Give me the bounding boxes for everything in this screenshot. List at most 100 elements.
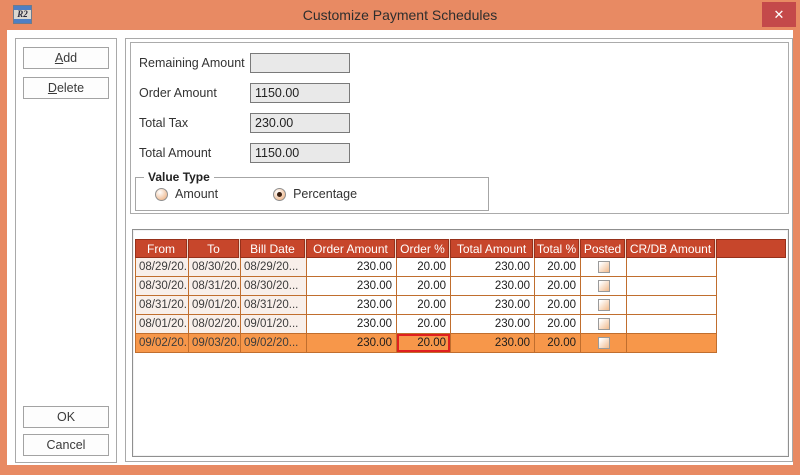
cell-order-pct[interactable]: 20.00 <box>397 258 451 277</box>
cell-to[interactable]: 09/01/20... <box>189 296 241 315</box>
cell-to[interactable]: 08/31/20... <box>189 277 241 296</box>
payment-schedule-grid: From To Bill Date Order Amount Order % Total … <box>135 239 786 353</box>
icon-text: R2 <box>17 9 28 19</box>
add-button[interactable]: Add <box>23 47 109 69</box>
value-type-group: Value Type Amount Percentage <box>135 170 489 211</box>
cell-total-pct[interactable]: 20.00 <box>535 258 581 277</box>
cell-bill-date[interactable]: 08/30/20... <box>241 277 307 296</box>
cell-crdb-amount[interactable] <box>627 258 717 277</box>
cell-order-pct[interactable]: 20.00 <box>397 277 451 296</box>
cell-from[interactable]: 08/29/20... <box>136 258 189 277</box>
table-row[interactable]: 08/01/20... 08/02/20... 09/01/20... 230.00 2… <box>135 315 786 334</box>
cell-posted[interactable] <box>581 277 627 296</box>
column-header-order-pct[interactable]: Order % <box>396 239 450 258</box>
cell-from[interactable]: 08/30/20... <box>136 277 189 296</box>
column-header-total-amount[interactable]: Total Amount <box>450 239 534 258</box>
posted-checkbox[interactable] <box>597 299 610 311</box>
total-amount-field[interactable]: 1150.00 <box>250 143 350 163</box>
window-title: Customize Payment Schedules <box>302 7 498 23</box>
column-header-total-pct[interactable]: Total % <box>534 239 580 258</box>
column-header-from[interactable]: From <box>135 239 188 258</box>
cell-total-amount[interactable]: 230.00 <box>451 277 535 296</box>
table-row[interactable]: 09/02/20... 09/03/20... 09/02/20... 230.00 2… <box>135 334 786 353</box>
cell-total-amount[interactable]: 230.00 <box>451 334 535 353</box>
cell-bill-date[interactable]: 09/02/20... <box>241 334 307 353</box>
add-button-label: Add <box>54 51 78 65</box>
cell-total-pct[interactable]: 20.00 <box>535 334 581 353</box>
cell-posted[interactable] <box>581 315 627 334</box>
column-header-to[interactable]: To <box>188 239 240 258</box>
cell-order-amount[interactable]: 230.00 <box>307 296 397 315</box>
cell-crdb-amount[interactable] <box>627 334 717 353</box>
amounts-section: Remaining Amount Order Amount 1150.00 To… <box>130 42 789 214</box>
cell-to[interactable]: 09/03/20... <box>189 334 241 353</box>
cell-bill-date[interactable]: 09/01/20... <box>241 315 307 334</box>
cell-order-pct[interactable]: 20.00 <box>397 296 451 315</box>
cell-total-pct[interactable]: 20.00 <box>535 296 581 315</box>
close-icon: ✕ <box>773 6 785 22</box>
cell-order-amount[interactable]: 230.00 <box>307 334 397 353</box>
order-amount-field[interactable]: 1150.00 <box>250 83 350 103</box>
column-header-posted[interactable]: Posted <box>580 239 626 258</box>
cell-from[interactable]: 08/01/20... <box>136 315 189 334</box>
cell-order-amount[interactable]: 230.00 <box>307 258 397 277</box>
side-button-panel: Add Delete OK Cancel <box>15 38 117 463</box>
cell-posted[interactable] <box>581 258 627 277</box>
close-button[interactable]: ✕ <box>762 2 796 27</box>
icon-stripe-bottom <box>14 19 31 23</box>
grid-header-row: From To Bill Date Order Amount Order % Total … <box>135 239 786 258</box>
posted-checkbox[interactable] <box>597 337 610 349</box>
cancel-button[interactable]: Cancel <box>23 434 109 456</box>
delete-button[interactable]: Delete <box>23 77 109 99</box>
cell-total-pct[interactable]: 20.00 <box>535 315 581 334</box>
cell-to[interactable]: 08/30/20... <box>189 258 241 277</box>
cell-total-pct[interactable]: 20.00 <box>535 277 581 296</box>
table-row[interactable]: 08/31/20... 09/01/20... 08/31/20... 230.00 2… <box>135 296 786 315</box>
table-row[interactable]: 08/30/20... 08/31/20... 08/30/20... 230.00 2… <box>135 277 786 296</box>
cell-order-pct[interactable]: 20.00 <box>397 334 451 353</box>
cell-order-amount[interactable]: 230.00 <box>307 277 397 296</box>
posted-checkbox[interactable] <box>597 261 610 273</box>
delete-button-label: Delete <box>47 81 85 95</box>
cell-bill-date[interactable]: 08/31/20... <box>241 296 307 315</box>
radio-percentage-label: Percentage <box>293 187 358 201</box>
posted-checkbox[interactable] <box>597 318 610 330</box>
cell-total-amount[interactable]: 230.00 <box>451 296 535 315</box>
title-bar: R2 Customize Payment Schedules ✕ <box>0 0 800 30</box>
payment-schedule-table-container: From To Bill Date Order Amount Order % Total … <box>132 229 789 457</box>
total-tax-label: Total Tax <box>139 116 189 130</box>
cell-total-amount[interactable]: 230.00 <box>451 258 535 277</box>
total-tax-field[interactable]: 230.00 <box>250 113 350 133</box>
posted-checkbox[interactable] <box>597 280 610 292</box>
dialog-body: Add Delete OK Cancel Remaining Amount Or… <box>7 30 793 465</box>
icon-stripe-top <box>14 6 31 10</box>
column-header-filler <box>716 239 786 258</box>
total-amount-label: Total Amount <box>139 146 212 160</box>
cell-bill-date[interactable]: 08/29/20... <box>241 258 307 277</box>
cell-to[interactable]: 08/02/20... <box>189 315 241 334</box>
cell-total-amount[interactable]: 230.00 <box>451 315 535 334</box>
column-header-order-amount[interactable]: Order Amount <box>306 239 396 258</box>
cell-crdb-amount[interactable] <box>627 277 717 296</box>
radio-option-amount[interactable]: Amount <box>155 187 218 201</box>
cell-order-pct[interactable]: 20.00 <box>397 315 451 334</box>
radio-amount-label: Amount <box>175 187 219 201</box>
cell-crdb-amount[interactable] <box>627 296 717 315</box>
remaining-amount-field[interactable] <box>250 53 350 73</box>
column-header-bill-date[interactable]: Bill Date <box>240 239 306 258</box>
radio-amount-icon <box>155 187 168 201</box>
column-header-crdb-amount[interactable]: CR/DB Amount <box>626 239 716 258</box>
value-type-options: Amount Percentage <box>136 178 488 210</box>
order-amount-label: Order Amount <box>139 86 217 100</box>
ok-button[interactable]: OK <box>23 406 109 428</box>
cell-crdb-amount[interactable] <box>627 315 717 334</box>
cell-posted[interactable] <box>581 296 627 315</box>
cell-posted[interactable] <box>581 334 627 353</box>
cell-from[interactable]: 08/31/20... <box>136 296 189 315</box>
cell-order-amount[interactable]: 230.00 <box>307 315 397 334</box>
ok-button-label: OK <box>56 410 76 424</box>
cell-from[interactable]: 09/02/20... <box>136 334 189 353</box>
table-row[interactable]: 08/29/20... 08/30/20... 08/29/20... 230.00 2… <box>135 258 786 277</box>
radio-option-percentage[interactable]: Percentage <box>273 187 357 201</box>
